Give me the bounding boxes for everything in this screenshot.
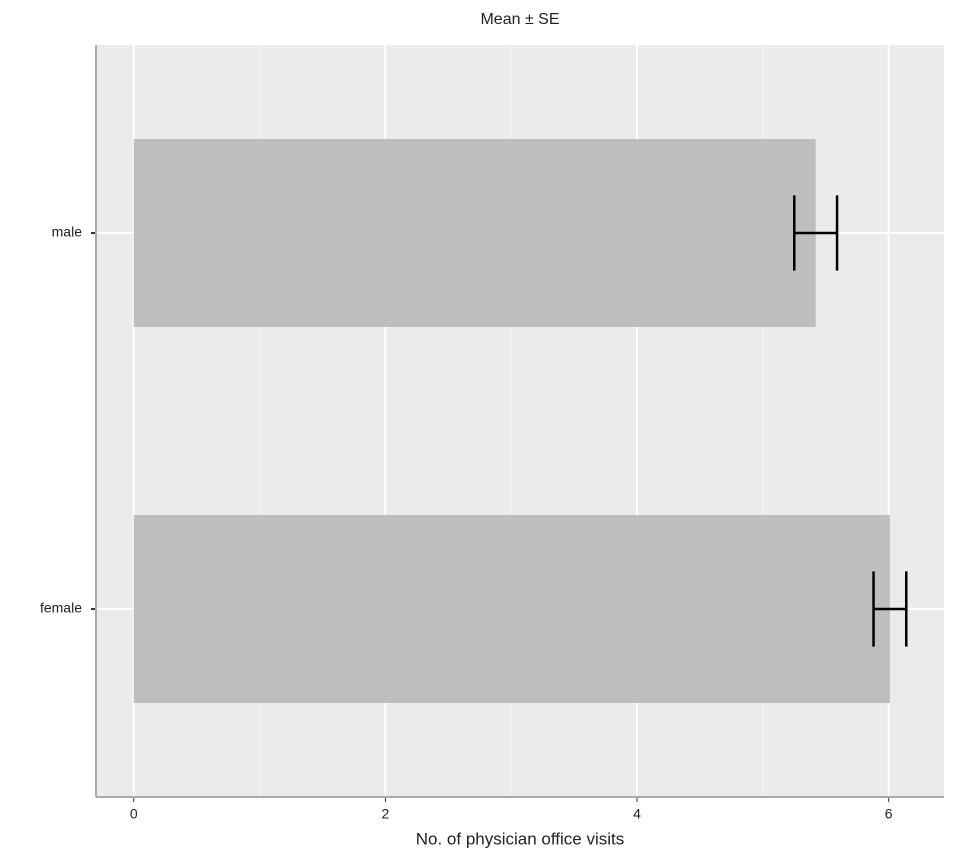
x-tick-label: 4 <box>633 806 641 822</box>
x-tick-label: 2 <box>381 806 389 822</box>
y-tick-label: female <box>40 600 82 616</box>
x-tick-label: 6 <box>885 806 893 822</box>
chart-title: Mean ± SE <box>480 11 559 28</box>
bar <box>133 139 816 327</box>
x-tick-label: 0 <box>130 806 138 822</box>
x-axis-label: No. of physician office visits <box>416 829 625 848</box>
error-bar <box>872 571 908 647</box>
y-tick-label: male <box>52 224 83 240</box>
bar <box>133 515 890 703</box>
error-bar <box>793 195 839 271</box>
